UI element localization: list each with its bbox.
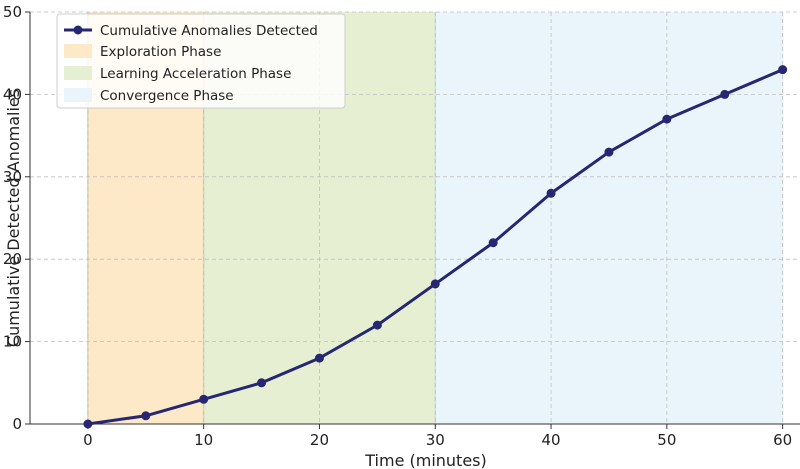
x-tick-label: 20 bbox=[310, 431, 329, 449]
legend-phase-label-learning: Learning Acceleration Phase bbox=[100, 66, 291, 82]
legend-phase-label-convergence: Convergence Phase bbox=[100, 88, 234, 104]
data-point bbox=[546, 188, 556, 198]
data-point bbox=[662, 114, 672, 124]
y-tick-label: 20 bbox=[3, 250, 22, 268]
data-point bbox=[141, 411, 151, 421]
axes bbox=[29, 12, 800, 425]
legend-phase-swatch-exploration bbox=[64, 44, 92, 58]
legend-box bbox=[56, 13, 346, 109]
data-point bbox=[199, 394, 209, 404]
data-point bbox=[372, 320, 382, 330]
data-point bbox=[488, 238, 498, 248]
x-axis-label: Time (minutes) bbox=[364, 451, 487, 469]
y-axis-label: Cumulative Detected Anomalies bbox=[4, 89, 23, 347]
data-point bbox=[778, 65, 788, 75]
x-tick-label: 60 bbox=[773, 431, 792, 449]
y-tick-label: 0 bbox=[12, 415, 22, 433]
legend: Cumulative Anomalies Detected Exploratio… bbox=[56, 13, 346, 109]
data-point bbox=[314, 353, 324, 363]
y-tick-label: 10 bbox=[3, 333, 22, 351]
data-point bbox=[720, 89, 730, 99]
series bbox=[83, 65, 788, 429]
x-tick-label: 50 bbox=[657, 431, 676, 449]
data-point bbox=[604, 147, 614, 157]
legend-phase-swatch-learning bbox=[64, 66, 92, 80]
y-tick-label: 50 bbox=[3, 3, 22, 21]
x-tick-label: 0 bbox=[83, 431, 93, 449]
legend-series-label: Cumulative Anomalies Detected bbox=[100, 23, 318, 39]
data-point bbox=[430, 279, 440, 289]
y-tick-label: 40 bbox=[3, 85, 22, 103]
x-ticks: 0 10 20 30 40 50 60 bbox=[83, 424, 792, 449]
legend-phase-swatch-convergence bbox=[64, 88, 92, 102]
x-tick-label: 30 bbox=[426, 431, 445, 449]
y-ticks: 0 10 20 30 40 50 bbox=[3, 3, 30, 433]
data-point bbox=[257, 378, 267, 388]
legend-phase-label-exploration: Exploration Phase bbox=[100, 44, 221, 60]
data-point bbox=[83, 419, 93, 429]
x-tick-label: 40 bbox=[542, 431, 561, 449]
y-tick-label: 30 bbox=[3, 168, 22, 186]
legend-series-marker-swatch bbox=[73, 25, 83, 35]
phase-band-2 bbox=[435, 12, 783, 424]
x-tick-label: 10 bbox=[194, 431, 213, 449]
